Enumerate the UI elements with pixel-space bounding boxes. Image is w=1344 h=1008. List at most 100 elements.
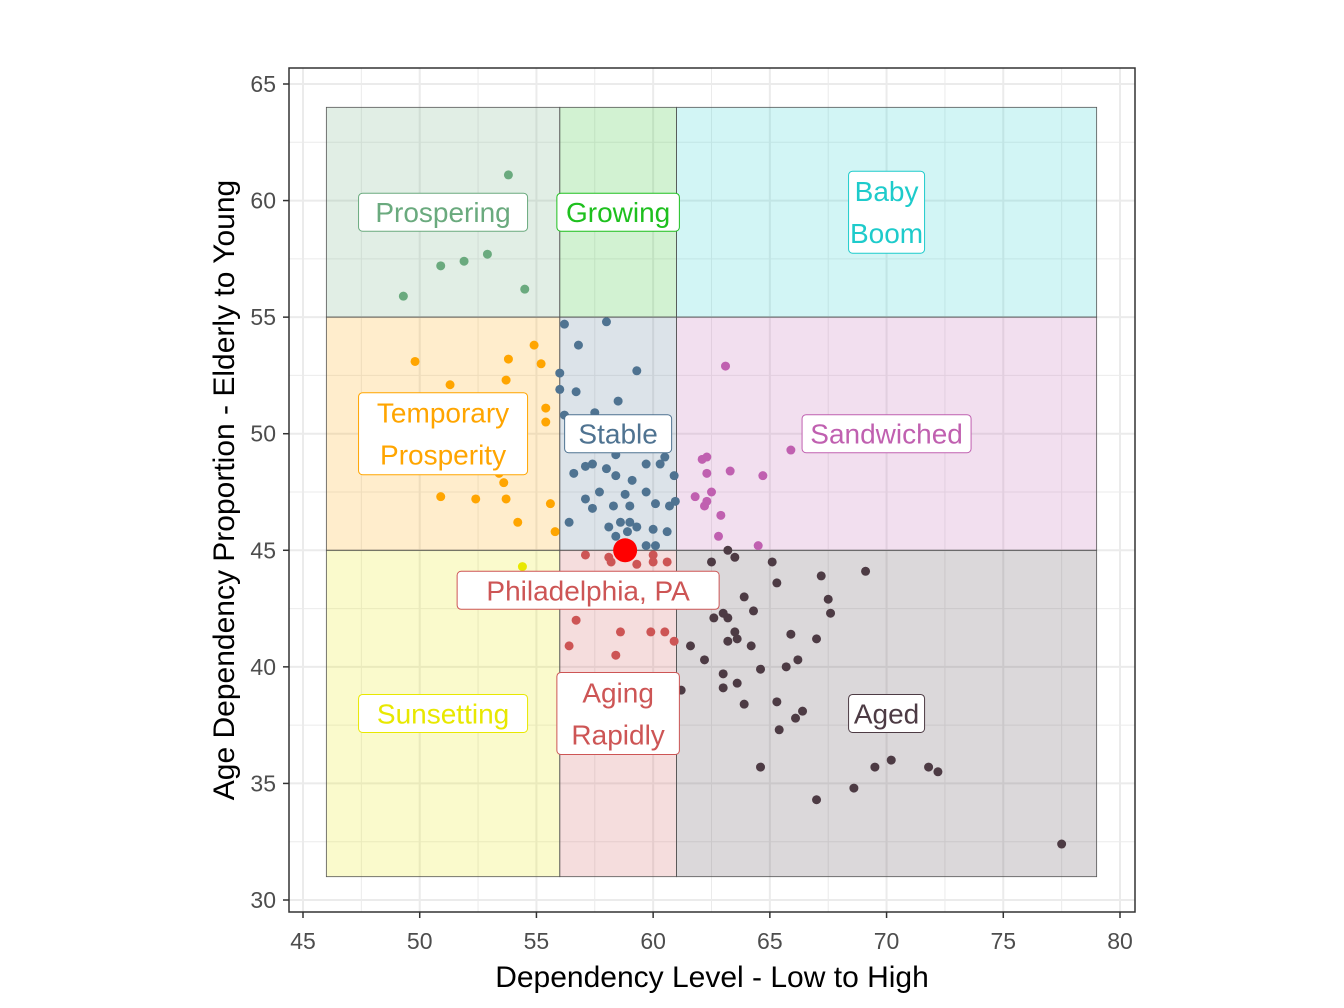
point-aged [781, 662, 791, 672]
point-prospering [436, 261, 446, 271]
point-stable [611, 471, 621, 481]
point-aged [886, 755, 896, 765]
point-aged [732, 634, 742, 644]
point-aged [767, 557, 777, 567]
label-sandwiched: Sandwiched [801, 414, 972, 454]
point-aging-rapidly [564, 641, 574, 651]
y-tick-label: 35 [250, 770, 276, 796]
point-temporary-prosperity [545, 499, 555, 509]
label-aging-rapidly: Aging Rapidly [556, 671, 680, 755]
point-aged [732, 678, 742, 688]
point-aging-rapidly [646, 627, 656, 637]
point-aging-rapidly [662, 557, 672, 567]
point-stable [641, 487, 651, 497]
label-baby-boom: Baby Boom [848, 170, 926, 254]
point-stable [660, 452, 670, 462]
label-aged: Aged [848, 693, 926, 733]
point-aged [756, 762, 766, 772]
x-tick-label: 60 [640, 928, 666, 954]
point-temporary-prosperity [501, 494, 511, 504]
label-prospering-line: Prospering [375, 197, 510, 228]
point-stable [564, 517, 574, 527]
point-aging-rapidly [669, 636, 679, 646]
point-prospering [459, 256, 469, 266]
x-tick-label: 55 [524, 928, 550, 954]
point-stable [555, 384, 565, 394]
point-stable [569, 468, 579, 478]
point-aged [739, 699, 749, 709]
label-prospering: Prospering [358, 192, 529, 232]
y-tick-label: 30 [250, 887, 276, 913]
point-temporary-prosperity [471, 494, 481, 504]
point-sandwiched [702, 468, 712, 478]
point-aged [718, 669, 728, 679]
label-growing-text: Growing [566, 197, 670, 228]
point-aging-rapidly [632, 559, 642, 569]
point-sandwiched [699, 501, 709, 511]
point-prospering [398, 291, 408, 301]
point-stable [613, 396, 623, 406]
point-aged [723, 636, 733, 646]
point-sandwiched [690, 492, 700, 502]
point-aging-rapidly [611, 650, 621, 660]
axes: 45 50 55 60 65 70 75 80 30 35 40 45 50 55 60 65 [250, 71, 1132, 954]
x-axis-title: Dependency Level - Low to High [495, 961, 929, 994]
label-stable: Stable [564, 414, 673, 454]
point-aged [699, 655, 709, 665]
point-aged [746, 641, 756, 651]
point-aged [730, 552, 740, 562]
point-aged [816, 571, 826, 581]
point-prospering [503, 170, 513, 180]
point-stable [632, 366, 642, 376]
label-sunsetting-box [358, 693, 529, 733]
point-stable [601, 464, 611, 474]
point-temporary-prosperity [536, 359, 546, 369]
point-temporary-prosperity [550, 527, 560, 537]
point-aged [718, 683, 728, 693]
point-aged [924, 762, 934, 772]
point-sandwiched [716, 510, 726, 520]
highlight-label-text: Philadelphia, PA [486, 575, 690, 606]
point-temporary-prosperity [503, 354, 513, 364]
label-prospering-box [358, 192, 529, 232]
highlight-label: Philadelphia, PA [456, 570, 720, 610]
point-stable [650, 499, 660, 509]
point-aged [823, 594, 833, 604]
point-stable [641, 459, 651, 469]
point-aged [1057, 839, 1067, 849]
highlight-point [613, 538, 638, 563]
point-temporary-prosperity [529, 340, 539, 350]
point-sandwiched [753, 541, 763, 551]
label-sandwiched-text: Sandwiched [810, 419, 963, 450]
point-stable [587, 459, 597, 469]
point-aged [749, 606, 759, 616]
point-aging-rapidly [648, 550, 658, 560]
point-prospering [520, 284, 530, 294]
point-aging-rapidly [648, 557, 658, 567]
point-stable [627, 475, 637, 485]
point-stable [580, 461, 590, 471]
point-stable [650, 541, 660, 551]
point-stable [625, 501, 635, 511]
label-aging-rapidly-text: Aging Rapidly [571, 677, 664, 750]
point-temporary-prosperity [541, 417, 551, 427]
point-temporary-prosperity [541, 403, 551, 413]
point-stable [622, 527, 632, 537]
point-aged [707, 557, 716, 567]
label-aging-rapidly-line: Aging [582, 677, 654, 708]
point-aged [849, 783, 859, 793]
point-stable [604, 522, 614, 532]
label-aged-text: Aged [854, 698, 919, 729]
label-aged-line: Aged [854, 698, 919, 729]
x-tick-label: 80 [1107, 928, 1133, 954]
point-sandwiched [725, 466, 735, 476]
point-aged [791, 713, 801, 723]
point-aged [798, 706, 808, 716]
point-aged [786, 629, 796, 639]
label-baby-boom-line: Boom [850, 218, 923, 249]
point-aged [812, 634, 822, 644]
label-prospering-text: Prospering [375, 197, 510, 228]
x-tick-label: 75 [990, 928, 1016, 954]
point-aged [870, 762, 880, 772]
point-aged [826, 608, 836, 618]
